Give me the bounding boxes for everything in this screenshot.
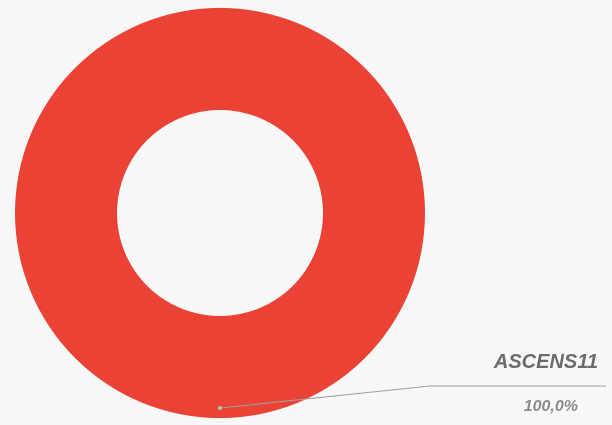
slice-leader-line (219, 385, 606, 409)
labels-layer: ASCENS11 100,0% (218, 351, 606, 415)
slice-label-name: ASCENS11 (493, 351, 598, 373)
slice-label-value: 100,0% (524, 398, 578, 415)
slice-leader-dot (218, 406, 222, 410)
slices-layer (14, 7, 426, 419)
donut-slice-ascens11 (14, 7, 426, 419)
